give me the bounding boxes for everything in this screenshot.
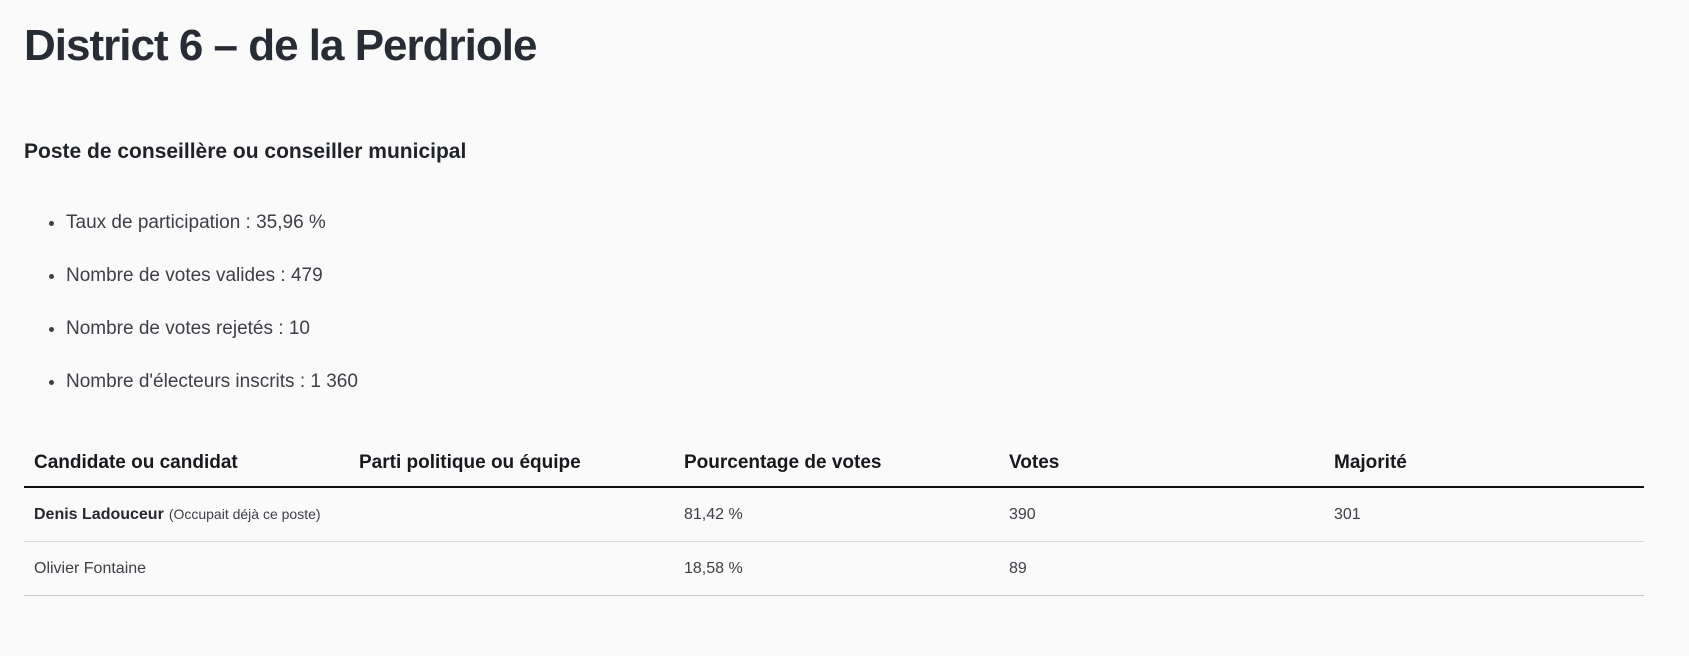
cell-votes: 89 (999, 541, 1324, 596)
column-header-majority: Majorité (1324, 452, 1644, 488)
column-header-candidate: Candidate ou candidat (24, 452, 349, 488)
cell-candidate: Olivier Fontaine (24, 541, 349, 596)
results-table-body: Denis Ladouceur (Occupait déjà ce poste) … (24, 487, 1644, 596)
candidate-name: Denis Ladouceur (34, 506, 164, 523)
cell-party (349, 541, 674, 596)
page-container: District 6 – de la Perdriole Poste de co… (0, 18, 1689, 596)
header-row: Candidate ou candidat Parti politique ou… (24, 452, 1644, 488)
results-table: Candidate ou candidat Parti politique ou… (24, 452, 1644, 596)
column-header-percentage: Pourcentage de votes (674, 452, 999, 488)
stat-item-valid-votes: Nombre de votes valides : 479 (66, 262, 1669, 289)
cell-majority (1324, 541, 1644, 596)
column-header-votes: Votes (999, 452, 1324, 488)
cell-candidate: Denis Ladouceur (Occupait déjà ce poste) (24, 487, 349, 542)
cell-percentage: 18,58 % (674, 541, 999, 596)
cell-percentage: 81,42 % (674, 487, 999, 542)
page-title: District 6 – de la Perdriole (24, 21, 537, 70)
stats-list: Taux de participation : 35,96 % Nombre d… (24, 209, 1669, 395)
table-row: Denis Ladouceur (Occupait déjà ce poste) … (24, 487, 1644, 542)
stat-item-participation: Taux de participation : 35,96 % (66, 209, 1669, 236)
stat-item-rejected-votes: Nombre de votes rejetés : 10 (66, 315, 1669, 342)
column-header-party: Parti politique ou équipe (349, 452, 674, 488)
cell-votes: 390 (999, 487, 1324, 542)
candidate-incumbent-note: (Occupait déjà ce poste) (168, 506, 321, 522)
table-row: Olivier Fontaine 18,58 % 89 (24, 541, 1644, 596)
stat-item-registered-voters: Nombre d'électeurs inscrits : 1 360 (66, 368, 1669, 395)
candidate-name: Olivier Fontaine (34, 560, 147, 577)
cell-party (349, 487, 674, 542)
section-heading-post: Poste de conseillère ou conseiller munic… (24, 140, 467, 163)
cell-majority: 301 (1324, 487, 1644, 542)
results-table-header: Candidate ou candidat Parti politique ou… (24, 452, 1644, 488)
